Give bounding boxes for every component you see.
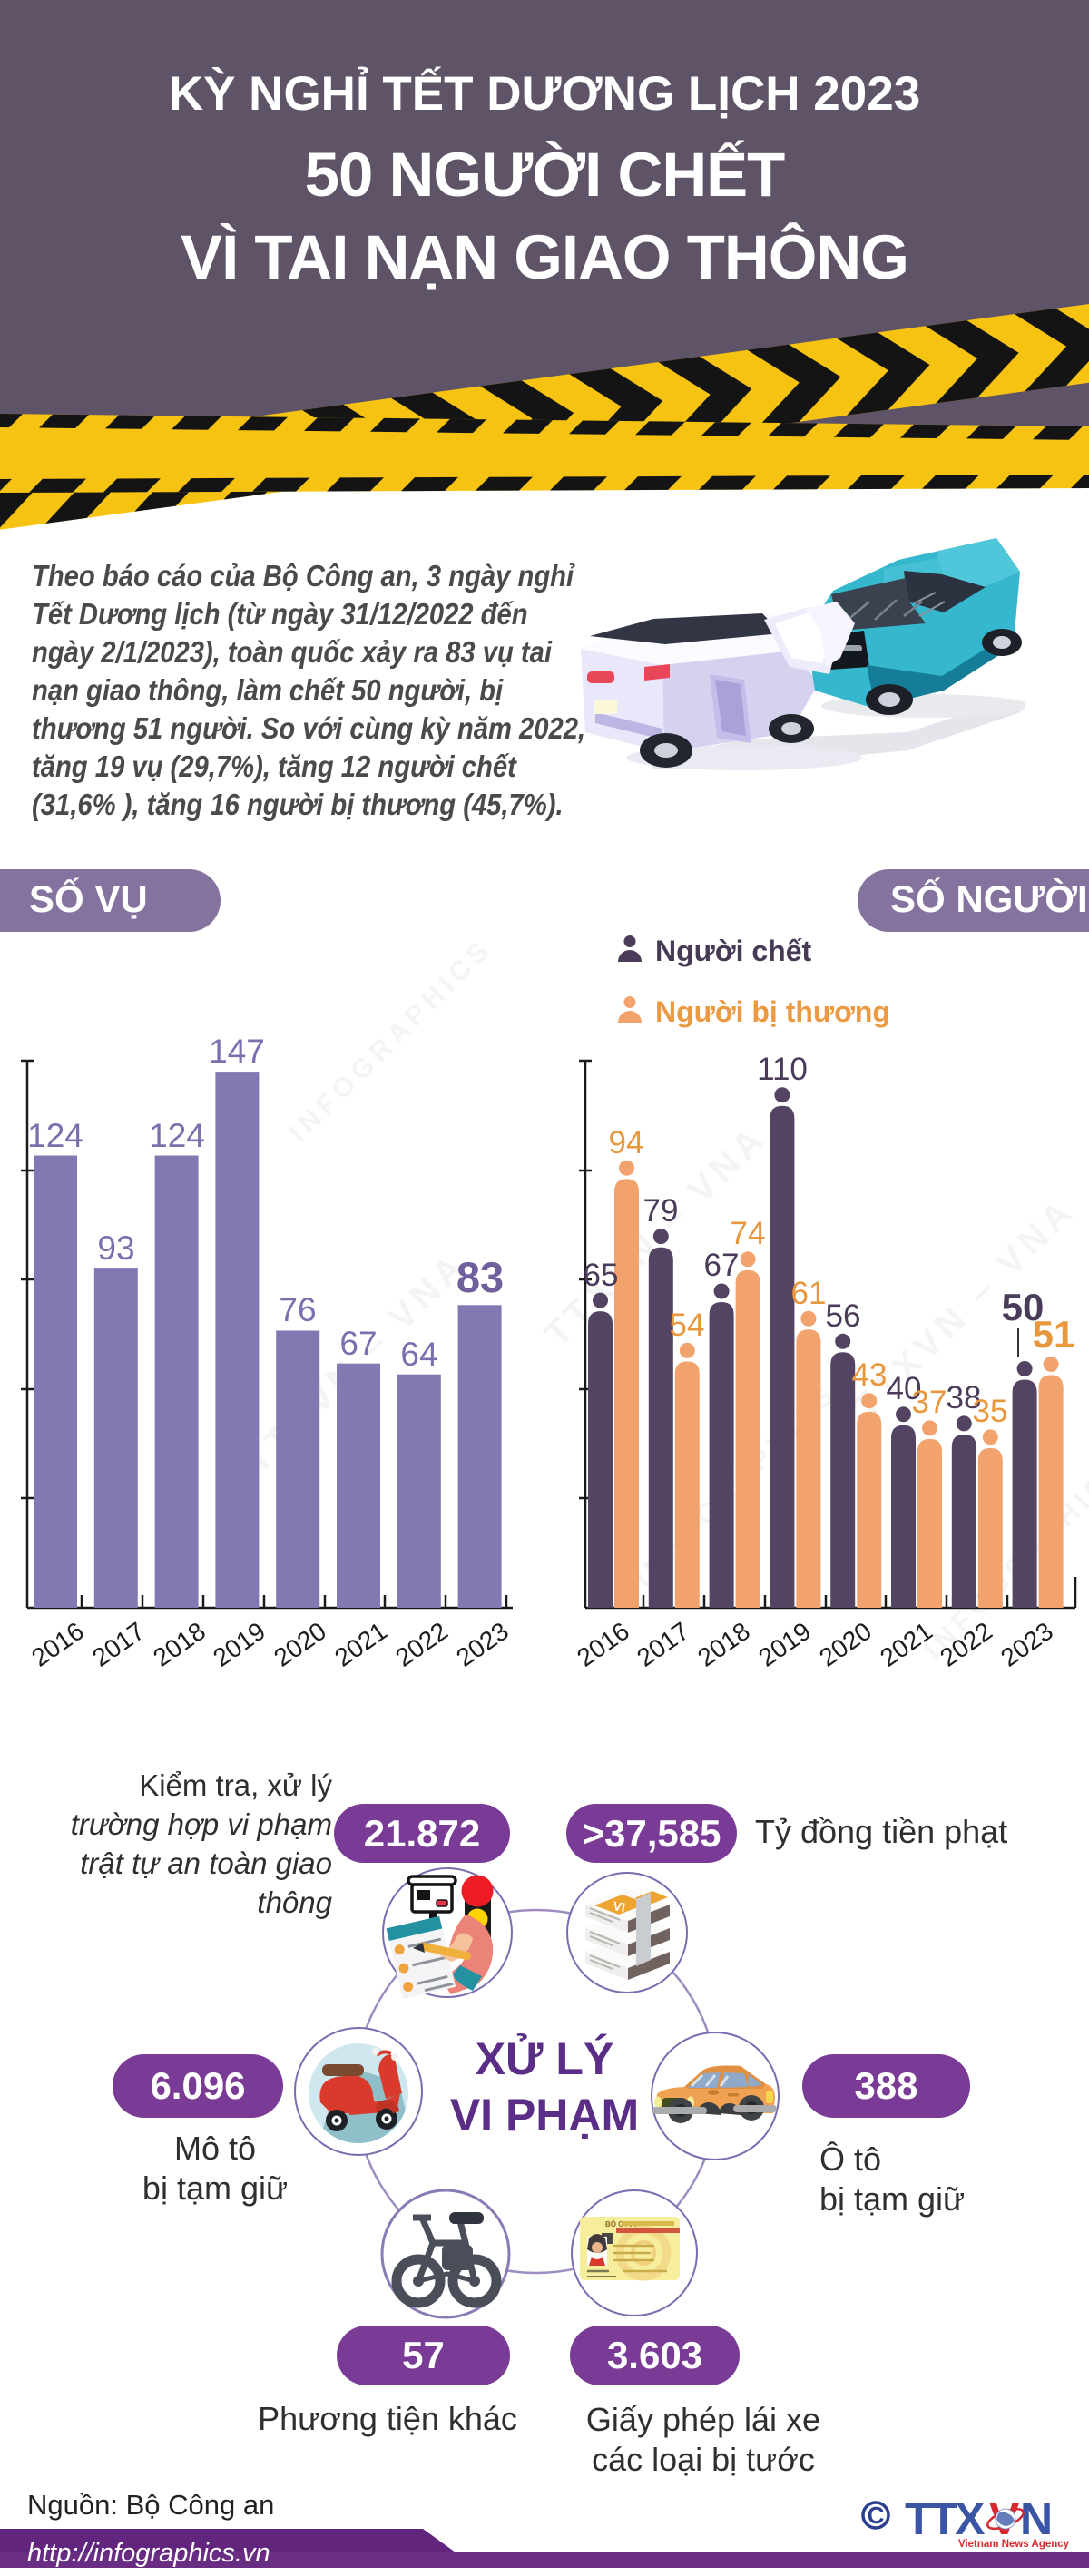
svg-text:BỘ GTVT: BỘ GTVT (605, 2220, 638, 2228)
svg-text:37: 37 (912, 1385, 947, 1420)
svg-text:51: 51 (1033, 1313, 1075, 1356)
svg-text:C: C (868, 2502, 885, 2529)
svg-text:VI: VI (613, 1898, 627, 1915)
svg-text:38: 38 (947, 1380, 982, 1415)
svg-text:79: 79 (643, 1193, 679, 1229)
svg-text:40: 40 (887, 1371, 922, 1406)
svg-text:74: 74 (731, 1216, 766, 1251)
svg-text:61: 61 (791, 1276, 827, 1311)
svg-text:2021: 2021 (875, 1617, 937, 1672)
svg-text:110: 110 (757, 1052, 808, 1087)
svg-text:43: 43 (852, 1357, 888, 1393)
svg-text:124: 124 (27, 1117, 83, 1154)
svg-text:2023: 2023 (451, 1617, 514, 1672)
svg-text:83: 83 (456, 1253, 504, 1301)
svg-text:94: 94 (609, 1125, 644, 1161)
svg-text:2017: 2017 (87, 1617, 150, 1672)
svg-text:2018: 2018 (148, 1617, 211, 1672)
svg-text:67: 67 (339, 1325, 377, 1362)
svg-text:67: 67 (704, 1248, 740, 1283)
svg-text:124: 124 (149, 1117, 205, 1154)
svg-text:2021: 2021 (329, 1617, 392, 1672)
svg-text:N: N (1020, 2493, 1053, 2544)
svg-text:76: 76 (279, 1291, 316, 1328)
svg-text:35: 35 (973, 1394, 1008, 1429)
svg-text:2022: 2022 (390, 1617, 453, 1672)
svg-text:2016: 2016 (572, 1617, 634, 1672)
svg-text:2019: 2019 (208, 1617, 270, 1672)
svg-text:2020: 2020 (269, 1617, 331, 1672)
svg-text:Vietnam News Agency: Vietnam News Agency (958, 2539, 1070, 2550)
svg-text:http://infographics.vn: http://infographics.vn (27, 2539, 270, 2568)
svg-text:2016: 2016 (26, 1617, 89, 1672)
svg-text:56: 56 (826, 1298, 861, 1334)
svg-text:64: 64 (400, 1336, 437, 1373)
svg-text:93: 93 (97, 1229, 134, 1267)
svg-text:65: 65 (584, 1258, 619, 1293)
svg-text:147: 147 (209, 1033, 265, 1070)
svg-text:2020: 2020 (814, 1617, 877, 1672)
svg-text:54: 54 (670, 1308, 705, 1343)
svg-text:2018: 2018 (692, 1617, 755, 1672)
svg-text:50: 50 (1002, 1286, 1045, 1328)
svg-text:2022: 2022 (935, 1617, 997, 1672)
svg-text:2023: 2023 (996, 1617, 1058, 1672)
svg-text:2019: 2019 (753, 1617, 816, 1672)
svg-text:TTX: TTX (905, 2493, 985, 2544)
svg-text:2017: 2017 (632, 1617, 694, 1672)
